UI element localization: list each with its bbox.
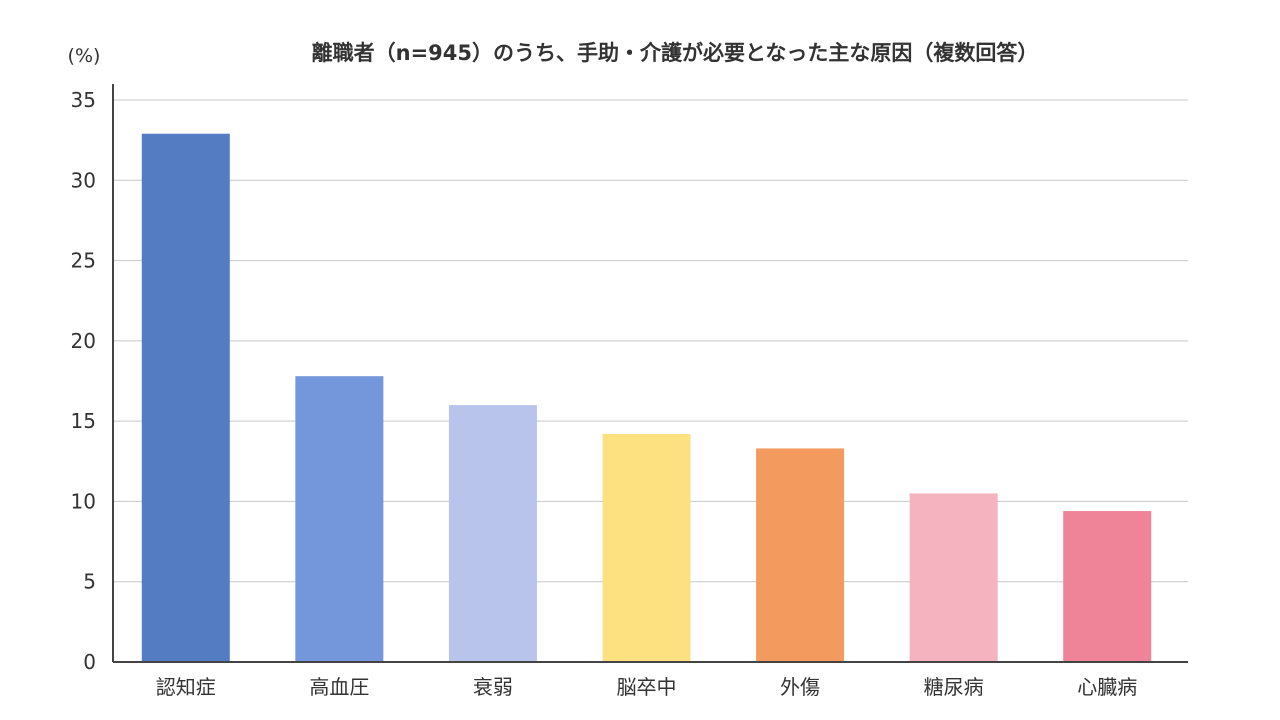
bar (756, 448, 845, 662)
y-tick-label: 20 (71, 329, 96, 353)
chart-title: 離職者（n=945）のうち、手助・介護が必要となった主な原因（複数回答） (312, 41, 1039, 65)
x-category-label: 衰弱 (473, 675, 513, 699)
bar (602, 433, 691, 662)
x-category-label: 脳卒中 (617, 675, 677, 699)
y-tick-label: 15 (71, 409, 96, 433)
bar (141, 133, 230, 663)
bar (909, 493, 998, 662)
x-category-labels: 認知症 高血圧 衰弱 脳卒中 外傷 糖尿病 心臓病 (156, 675, 1137, 699)
y-tick-label: 30 (71, 168, 96, 192)
x-category-label: 認知症 (156, 675, 216, 699)
bar (295, 376, 384, 662)
gridlines (113, 99, 1188, 583)
y-tick-label: 0 (83, 650, 96, 674)
y-tick-label: 35 (71, 88, 96, 112)
y-tick-label: 5 (83, 570, 96, 594)
axes (112, 84, 1188, 663)
y-tick-label: 25 (71, 249, 96, 273)
y-tick-labels: 0 5 10 15 20 25 30 35 (71, 88, 96, 674)
x-category-label: 心臓病 (1077, 675, 1137, 699)
x-category-label: 高血圧 (309, 675, 369, 699)
bar (1063, 511, 1152, 662)
x-category-label: 外傷 (780, 675, 820, 699)
x-category-label: 糖尿病 (924, 675, 984, 699)
y-tick-label: 10 (71, 489, 96, 513)
bar (448, 405, 537, 662)
bars (141, 133, 1152, 663)
y-axis-unit-label: (%) (68, 45, 101, 67)
